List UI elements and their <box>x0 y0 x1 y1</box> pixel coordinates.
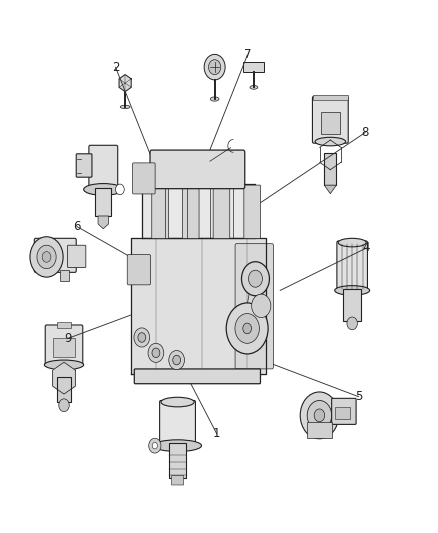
Circle shape <box>173 356 180 365</box>
FancyBboxPatch shape <box>34 238 76 272</box>
FancyBboxPatch shape <box>76 154 92 177</box>
Bar <box>244 62 265 72</box>
FancyBboxPatch shape <box>159 400 195 449</box>
Ellipse shape <box>338 238 366 247</box>
Ellipse shape <box>161 397 194 407</box>
Circle shape <box>208 60 221 75</box>
Bar <box>307 422 332 438</box>
FancyBboxPatch shape <box>45 325 83 367</box>
Ellipse shape <box>315 138 346 146</box>
Bar <box>321 112 340 134</box>
Bar <box>343 289 361 321</box>
Polygon shape <box>98 216 109 229</box>
FancyBboxPatch shape <box>213 185 230 239</box>
FancyBboxPatch shape <box>332 398 356 424</box>
Circle shape <box>152 348 160 358</box>
Circle shape <box>59 399 69 411</box>
Text: 9: 9 <box>65 332 72 345</box>
Bar <box>53 338 75 357</box>
Ellipse shape <box>250 85 258 89</box>
Circle shape <box>169 351 184 369</box>
Circle shape <box>241 262 269 296</box>
Circle shape <box>235 313 259 343</box>
Text: 7: 7 <box>244 49 251 61</box>
Ellipse shape <box>335 286 370 295</box>
Circle shape <box>138 333 146 342</box>
FancyBboxPatch shape <box>337 241 367 292</box>
FancyBboxPatch shape <box>134 369 261 384</box>
Circle shape <box>37 245 56 269</box>
FancyBboxPatch shape <box>133 163 155 194</box>
Text: 6: 6 <box>73 220 81 233</box>
Circle shape <box>30 237 63 277</box>
FancyBboxPatch shape <box>67 245 86 268</box>
Text: 5: 5 <box>355 390 362 403</box>
FancyBboxPatch shape <box>244 185 261 239</box>
Bar <box>95 188 111 216</box>
Circle shape <box>307 400 332 430</box>
Circle shape <box>248 270 262 287</box>
Bar <box>313 95 348 100</box>
Text: 3: 3 <box>134 161 142 175</box>
Ellipse shape <box>210 97 219 101</box>
Bar <box>324 154 336 185</box>
Circle shape <box>148 343 164 362</box>
Circle shape <box>116 184 124 195</box>
FancyBboxPatch shape <box>152 185 168 239</box>
Bar <box>335 407 350 419</box>
FancyBboxPatch shape <box>89 146 118 191</box>
Polygon shape <box>131 238 266 374</box>
FancyBboxPatch shape <box>127 255 151 285</box>
Circle shape <box>134 328 150 347</box>
Circle shape <box>314 409 325 422</box>
Polygon shape <box>53 362 75 394</box>
Circle shape <box>152 442 157 449</box>
Bar <box>169 443 186 478</box>
Circle shape <box>149 438 161 453</box>
Bar <box>57 376 71 402</box>
Polygon shape <box>142 184 255 238</box>
Circle shape <box>347 317 357 330</box>
Text: 2: 2 <box>112 61 119 74</box>
Ellipse shape <box>120 105 130 109</box>
Ellipse shape <box>153 440 201 451</box>
Polygon shape <box>119 75 131 92</box>
Circle shape <box>300 392 339 439</box>
Bar <box>60 270 69 281</box>
Circle shape <box>42 252 51 262</box>
Bar <box>57 322 71 328</box>
FancyBboxPatch shape <box>312 96 348 143</box>
Ellipse shape <box>84 183 123 195</box>
FancyBboxPatch shape <box>183 185 199 239</box>
Text: 8: 8 <box>362 126 369 139</box>
FancyBboxPatch shape <box>235 244 273 369</box>
FancyBboxPatch shape <box>150 150 245 189</box>
Polygon shape <box>324 185 336 193</box>
Circle shape <box>204 54 225 80</box>
Circle shape <box>243 323 251 334</box>
Circle shape <box>252 294 271 318</box>
FancyBboxPatch shape <box>171 475 184 485</box>
Text: 1: 1 <box>213 427 221 440</box>
Ellipse shape <box>44 360 84 369</box>
Text: 4: 4 <box>363 241 370 254</box>
Circle shape <box>226 303 268 354</box>
